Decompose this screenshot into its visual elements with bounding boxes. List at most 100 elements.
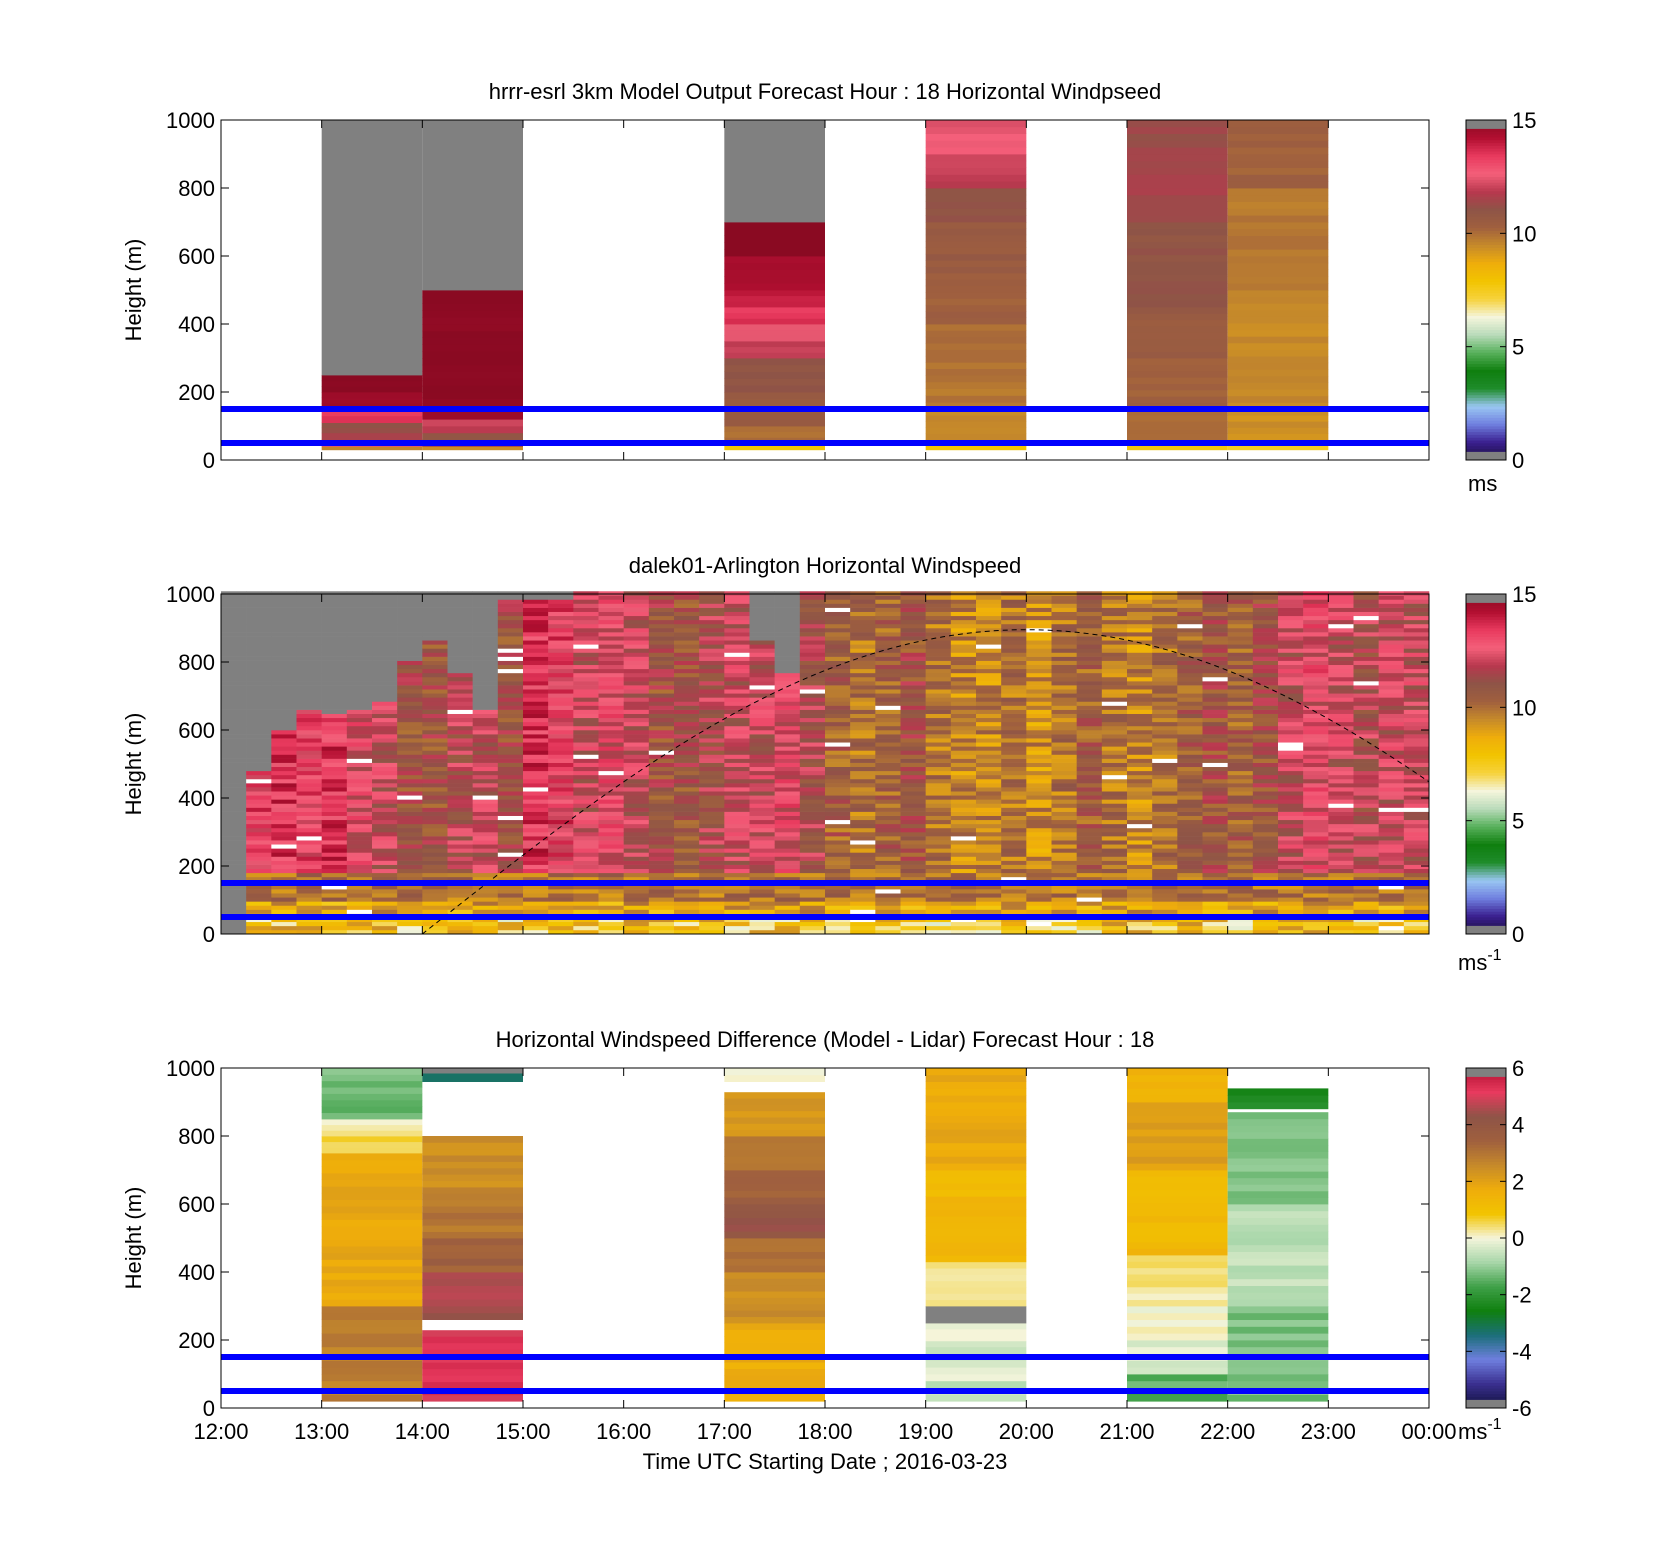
heatmap-cell <box>372 689 398 694</box>
heatmap-cell <box>1202 717 1228 723</box>
heatmap-cell <box>497 734 524 739</box>
heatmap-cell <box>246 697 272 702</box>
colorbar-segment <box>1466 594 1506 598</box>
heatmap-cell <box>523 746 549 751</box>
heatmap-cell <box>825 676 851 682</box>
heatmap-cell <box>749 734 775 739</box>
heatmap-cell <box>1152 832 1178 837</box>
heatmap-cell <box>1303 921 1329 927</box>
heatmap-cell <box>422 419 523 427</box>
heatmap-cell <box>925 689 952 694</box>
heatmap-cell <box>271 672 297 678</box>
heatmap-cell <box>321 1232 423 1240</box>
heatmap-cell <box>221 803 247 808</box>
heatmap-cell <box>925 1287 1027 1294</box>
heatmap-cell <box>1328 795 1354 800</box>
heatmap-cell <box>875 836 901 841</box>
heatmap-cell <box>623 783 650 788</box>
heatmap-cell <box>976 811 1002 816</box>
heatmap-cell <box>1227 664 1254 670</box>
heatmap-cell <box>623 725 650 731</box>
heatmap-cell <box>1051 607 1077 612</box>
heatmap-cell <box>976 791 1002 796</box>
heatmap-cell <box>925 827 952 833</box>
heatmap-cell <box>1403 599 1430 604</box>
heatmap-cell <box>246 717 272 723</box>
heatmap-cell <box>1378 693 1405 698</box>
heatmap-cell <box>799 770 826 776</box>
colorbar-segment <box>1466 392 1506 396</box>
heatmap-cell <box>573 836 599 841</box>
heatmap-cell <box>799 738 826 743</box>
heatmap-cell <box>246 766 272 772</box>
heatmap-cell <box>1026 848 1052 853</box>
heatmap-cell <box>1227 795 1254 800</box>
heatmap-cell <box>1202 783 1228 788</box>
heatmap-cell <box>296 652 322 657</box>
heatmap-cell <box>372 872 398 878</box>
heatmap-cell <box>1227 1231 1329 1239</box>
heatmap-cell <box>1403 738 1430 743</box>
heatmap-cell <box>1051 754 1077 759</box>
heatmap-cell <box>950 856 977 861</box>
heatmap-cell <box>1026 909 1052 914</box>
heatmap-cell <box>1001 640 1027 645</box>
heatmap-cell <box>1353 925 1379 931</box>
heatmap-cell <box>1303 607 1329 612</box>
heatmap-cell <box>422 721 448 727</box>
heatmap-cell <box>976 672 1002 678</box>
heatmap-cell <box>497 840 524 845</box>
heatmap-cell <box>1127 689 1153 694</box>
colorbar-segment <box>1466 608 1506 612</box>
heatmap-cell <box>674 595 700 600</box>
colorbar-segment <box>1466 244 1506 248</box>
heatmap-cell <box>623 693 650 698</box>
colorbar-segment <box>1466 684 1506 688</box>
heatmap-cell <box>925 215 1027 223</box>
heatmap-cell <box>548 803 574 808</box>
heatmap-cell <box>1101 876 1128 882</box>
heatmap-cell <box>497 872 524 878</box>
heatmap-cell <box>1001 644 1027 649</box>
heatmap-cell <box>221 607 247 612</box>
heatmap-cell <box>497 611 524 617</box>
heatmap-cell <box>1353 623 1379 629</box>
heatmap-cell <box>699 766 725 772</box>
heatmap-cell <box>1076 599 1103 604</box>
heatmap-cell <box>1227 803 1254 808</box>
heatmap-cell <box>397 836 423 841</box>
heatmap-cell <box>774 652 801 657</box>
heatmap-cell <box>1303 640 1329 645</box>
heatmap-cell <box>321 778 348 784</box>
heatmap-cell <box>1227 1224 1329 1232</box>
heatmap-cell <box>598 713 624 719</box>
heatmap-cell <box>397 644 423 649</box>
heatmap-cell <box>774 815 801 821</box>
heatmap-cell <box>422 619 448 625</box>
heatmap-cell <box>497 595 524 600</box>
heatmap-cell <box>397 872 423 878</box>
heatmap-cell <box>447 803 473 808</box>
heatmap-cell <box>1001 595 1027 600</box>
heatmap-cell <box>976 644 1002 649</box>
heatmap-cell <box>1127 1129 1228 1137</box>
colorbar-segment <box>1466 309 1506 314</box>
heatmap-cell <box>548 599 574 604</box>
heatmap-cell <box>372 876 398 882</box>
heatmap-cell <box>1278 615 1304 621</box>
heatmap-cell <box>699 754 725 759</box>
heatmap-cell <box>246 852 272 857</box>
heatmap-cell <box>825 746 851 751</box>
colorbar-segment <box>1466 227 1506 231</box>
heatmap-cell <box>1177 725 1203 731</box>
heatmap-cell <box>925 844 952 849</box>
heatmap-cell <box>523 672 549 678</box>
heatmap-cell <box>447 762 473 768</box>
heatmap-cell <box>623 599 650 604</box>
heatmap-cell <box>1202 619 1228 625</box>
heatmap-cell <box>1127 721 1153 727</box>
heatmap-cell <box>447 648 473 653</box>
heatmap-cell <box>246 591 272 596</box>
heatmap-cell <box>724 758 750 763</box>
